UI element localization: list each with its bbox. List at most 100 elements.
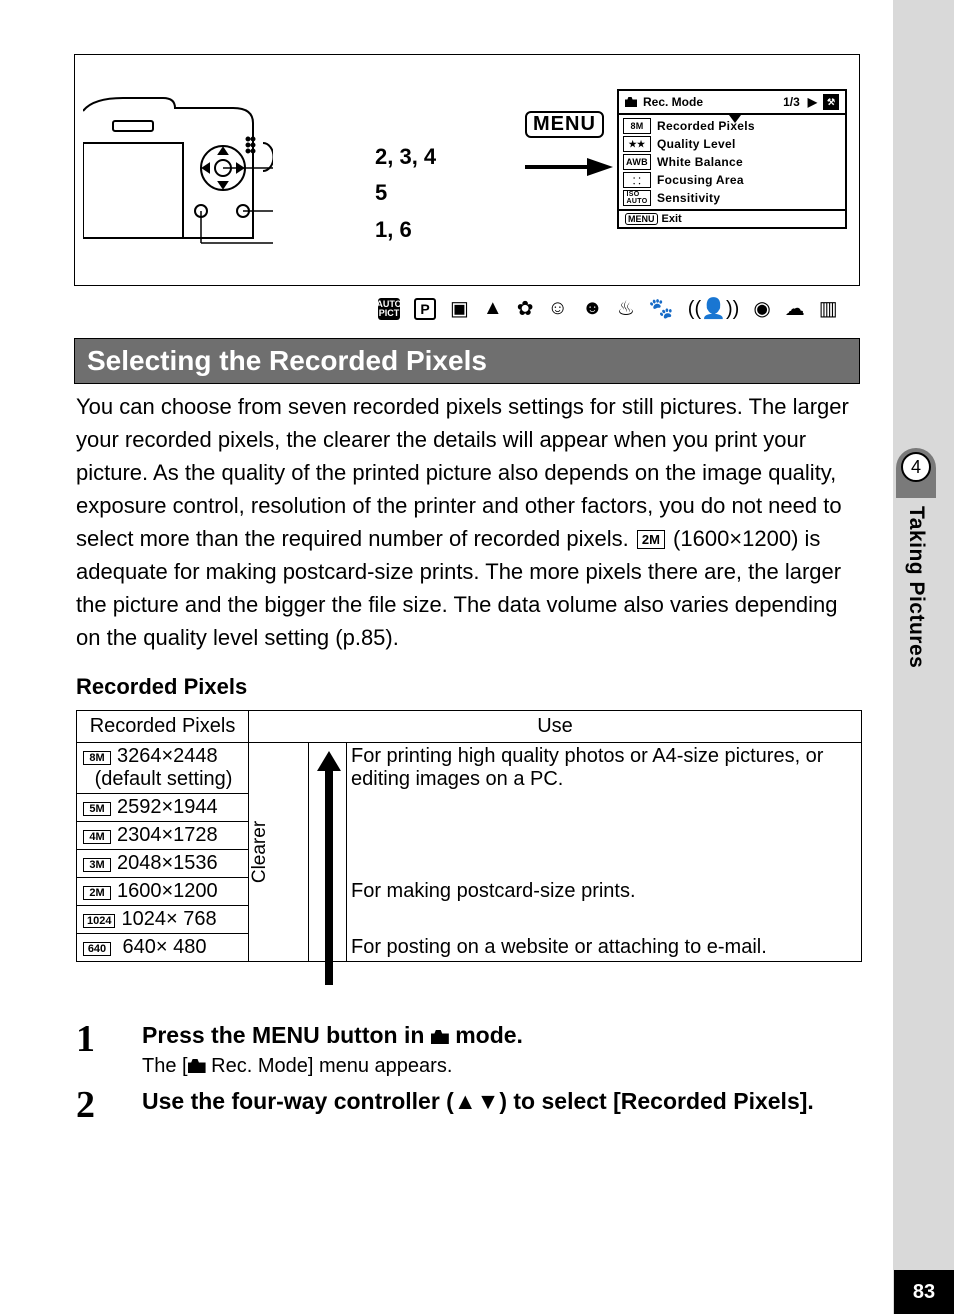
step-number: 1 xyxy=(76,1020,124,1078)
menu-label: White Balance xyxy=(657,155,743,169)
tag-awb: AWB xyxy=(623,154,651,170)
th-use: Use xyxy=(249,711,862,743)
menu-item: ★★ Quality Level xyxy=(623,135,841,153)
rp-tag: 1024 xyxy=(83,914,115,928)
menu-label: Sensitivity xyxy=(657,191,720,205)
rp-res: 3264×2448 xyxy=(117,745,218,767)
table-row: 2M 1600×1200 xyxy=(77,878,249,906)
sport-icon: ((👤)) xyxy=(688,296,740,321)
mode-icons-row: AUTOPICT P ▣ ▲ ✿ ☺ ☻ ♨ 🐾 ((👤)) ◉ ☁ ▥ xyxy=(378,296,838,321)
rp-res: 1600×1200 xyxy=(117,880,218,902)
rp-tag: 4M xyxy=(83,830,111,844)
chapter-number: 4 xyxy=(911,457,921,478)
side-tab: 4 Taking Pictures xyxy=(892,448,940,668)
tag-focus: ⸬ xyxy=(623,172,651,188)
table-row: 4M 2304×1728 xyxy=(77,822,249,850)
tools-tab-icon: ⚒ xyxy=(823,94,839,110)
instruction-steps: 1 Press the MENU button in mode. The [ R… xyxy=(76,1020,862,1132)
step-1: 1 Press the MENU button in mode. The [ R… xyxy=(76,1020,862,1078)
rp-tag: 3M xyxy=(83,858,111,872)
label-16: 1, 6 xyxy=(375,212,436,248)
step-sub-text: Rec. Mode] menu appears. xyxy=(206,1055,453,1077)
step-text: mode. xyxy=(449,1022,523,1048)
use-cell: For making postcard-size prints. xyxy=(347,878,862,906)
inline-tag-2m: 2M xyxy=(637,530,665,549)
section-heading: Selecting the Recorded Pixels xyxy=(74,338,860,384)
chapter-number-circle: 4 xyxy=(901,452,931,482)
chapter-title: Taking Pictures xyxy=(904,506,928,668)
step-title: Press the MENU button in mode. xyxy=(142,1020,862,1051)
step-text: Press the xyxy=(142,1022,252,1048)
th-recorded-pixels: Recorded Pixels xyxy=(77,711,249,743)
rp-res: 2048×1536 xyxy=(117,852,218,874)
step-sub: The [ Rec. Mode] menu appears. xyxy=(142,1055,862,1078)
use-cell xyxy=(347,822,862,850)
screen-footer: MENU Exit xyxy=(619,209,845,227)
rp-tag: 2M xyxy=(83,886,111,900)
rp-tag: 5M xyxy=(83,802,111,816)
table-row: 1024 1024× 768 xyxy=(77,906,249,934)
step-sub-text: The [ xyxy=(142,1055,188,1077)
food-icon: ♨ xyxy=(617,296,635,321)
nav-right-icon: ▶ xyxy=(808,95,817,109)
text-icon: ▥ xyxy=(819,296,838,321)
step-2: 2 Use the four-way controller (▲▼) to se… xyxy=(76,1086,862,1124)
camera-icon xyxy=(431,1030,449,1044)
pet-icon: 🐾 xyxy=(649,296,674,321)
arrow-icon xyxy=(525,155,615,175)
default-note: (default setting) xyxy=(83,768,244,791)
menu-list: 8M Recorded Pixels ★★ Quality Level AWB … xyxy=(619,115,845,209)
manual-page: 2, 3, 4 5 1, 6 MENU Rec. Mode 1/3 ▶ ⚒ 8M… xyxy=(0,0,893,1314)
menu-label: Quality Level xyxy=(657,137,736,151)
recorded-pixels-table: Recorded Pixels Use 8M3264×2448 (default… xyxy=(76,710,862,962)
use-cell xyxy=(347,906,862,934)
tag-stars: ★★ xyxy=(623,136,651,152)
screen-header: Rec. Mode 1/3 ▶ ⚒ xyxy=(619,91,845,115)
menu-word: MENU xyxy=(252,1022,320,1048)
fireworks-icon: ◉ xyxy=(753,296,770,321)
night-icon: ▣ xyxy=(450,296,469,321)
rp-res: 640× 480 xyxy=(117,936,207,958)
clearer-label-cell: Clearer xyxy=(249,743,309,962)
table-row: 640 640× 480 xyxy=(77,934,249,962)
table-row: 8M3264×2448 (default setting) xyxy=(77,743,249,794)
rp-res: 2304×1728 xyxy=(117,824,218,846)
kids-icon: ☁ xyxy=(785,296,805,321)
camera-icon xyxy=(625,97,637,107)
screen-title: Rec. Mode xyxy=(643,95,703,109)
rp-res: 2592×1944 xyxy=(117,796,218,818)
step-title: Use the four-way controller (▲▼) to sele… xyxy=(142,1086,862,1117)
portrait-icon: ☺ xyxy=(547,297,567,320)
down-arrow-icon xyxy=(729,115,741,123)
tag-8m: 8M xyxy=(623,118,651,134)
camera-illustration xyxy=(83,93,273,253)
page-number: 83 xyxy=(894,1270,954,1314)
step-number-labels: 2, 3, 4 5 1, 6 xyxy=(375,139,436,248)
label-234: 2, 3, 4 xyxy=(375,139,436,175)
face-icon: ☻ xyxy=(582,297,603,320)
menu-item: ⸬ Focusing Area xyxy=(623,171,841,189)
menu-item: ISOAUTO Sensitivity xyxy=(623,189,841,207)
landscape-icon: ▲ xyxy=(483,297,503,320)
step-text: button in xyxy=(320,1022,431,1048)
menu-small-label: MENU xyxy=(625,213,658,225)
menu-label: Focusing Area xyxy=(657,173,744,187)
clearer-label: Clearer xyxy=(249,821,271,883)
label-5: 5 xyxy=(375,175,436,211)
step-number: 2 xyxy=(76,1086,124,1124)
table-row: 3M 2048×1536 xyxy=(77,850,249,878)
menu-item: AWB White Balance xyxy=(623,153,841,171)
camera-icon xyxy=(188,1059,206,1073)
sub-heading: Recorded Pixels xyxy=(76,674,247,700)
flower-icon: ✿ xyxy=(517,296,534,321)
use-cell xyxy=(347,850,862,878)
illustration-box: 2, 3, 4 5 1, 6 MENU Rec. Mode 1/3 ▶ ⚒ 8M… xyxy=(74,54,860,286)
rp-res: 1024× 768 xyxy=(121,908,216,930)
menu-button-label: MENU xyxy=(525,111,604,138)
screen-page: 1/3 xyxy=(783,95,800,109)
rp-tag: 640 xyxy=(83,942,111,956)
clearer-arrow-cell xyxy=(309,743,347,962)
tag-iso: ISOAUTO xyxy=(623,190,651,206)
lcd-screen: Rec. Mode 1/3 ▶ ⚒ 8M Recorded Pixels ★★ … xyxy=(617,89,847,229)
use-cell: For printing high quality photos or A4-s… xyxy=(347,743,862,794)
